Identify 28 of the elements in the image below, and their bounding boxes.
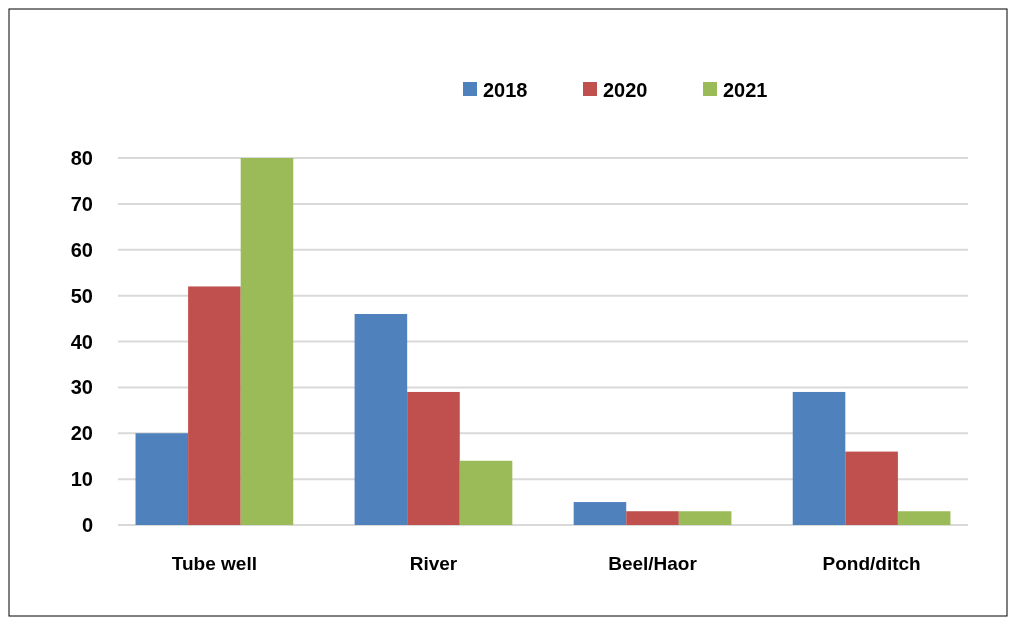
legend-label: 2018 [483,79,528,101]
legend-label: 2020 [603,79,648,101]
bar [573,502,627,525]
y-tick-label: 40 [70,330,93,353]
y-tick-label: 10 [70,468,93,491]
bar [135,433,189,525]
x-tick-label: River [409,553,458,574]
legend-label: 2021 [723,79,768,101]
bar [407,391,460,525]
x-tick-label: Tube well [171,553,257,574]
bar [459,460,513,525]
y-tick-label: 30 [70,376,93,399]
y-tick-label: 70 [70,192,93,215]
bar [897,511,951,525]
y-tick-label: 20 [70,422,93,445]
bar [240,158,294,525]
bar [678,511,732,525]
y-tick-label: 0 [81,514,93,536]
bar [845,451,898,525]
bar [626,511,679,525]
x-tick-label: Pond/ditch [822,553,921,574]
y-tick-label: 80 [70,147,93,169]
bar [792,391,846,525]
x-tick-label: Beel/Haor [608,553,698,574]
bar [188,286,241,525]
y-tick-label: 60 [70,238,93,261]
y-tick-label: 50 [70,284,93,307]
bar [354,313,408,525]
